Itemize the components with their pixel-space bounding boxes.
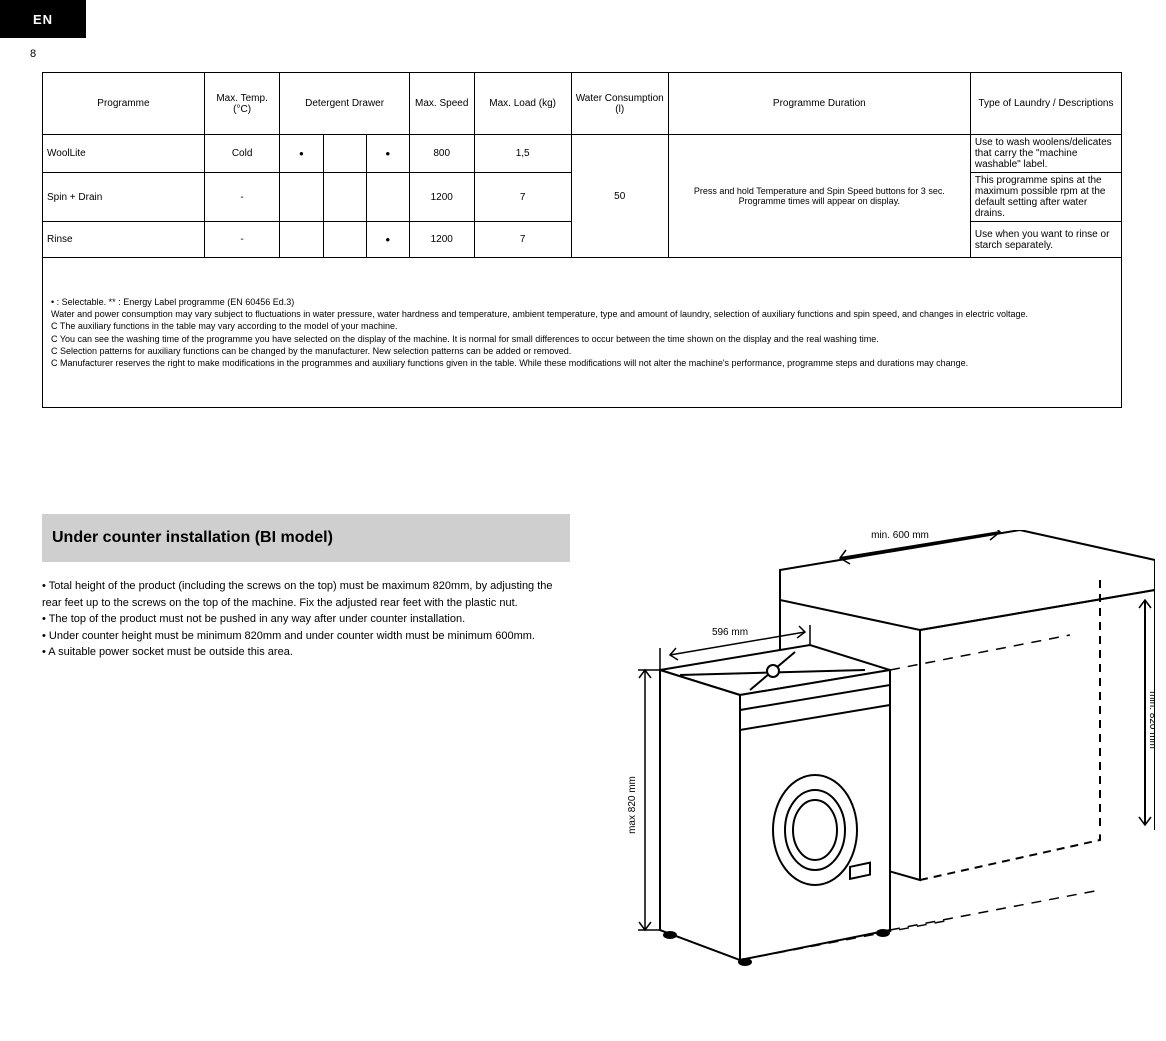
cell-prog-0: WoolLite <box>43 135 205 173</box>
cell-duration-merged: Press and hold Temperature and Spin Spee… <box>668 135 970 258</box>
cell-desc-1: This programme spins at the maximum poss… <box>970 173 1121 222</box>
cell-desc-2: Use when you want to rinse or starch sep… <box>970 222 1121 258</box>
th-duration: Programme Duration <box>668 73 970 135</box>
dim-counter-width: min. 600 mm <box>871 530 929 541</box>
cell-det2-1 <box>366 173 409 222</box>
th-maxspeed: Max. Speed <box>409 73 474 135</box>
th-type: Type of Laundry / Descriptions <box>970 73 1121 135</box>
cell-speed-2: 1200 <box>409 222 474 258</box>
cell-speed-1: 1200 <box>409 173 474 222</box>
cell-load-1: 7 <box>474 173 571 222</box>
th-maxtemp: Max. Temp. (°C) <box>204 73 280 135</box>
th-program: Programme <box>43 73 205 135</box>
cell-temp-1: - <box>204 173 280 222</box>
cell-temp-0: Cold <box>204 135 280 173</box>
th-maxload: Max. Load (kg) <box>474 73 571 135</box>
installation-diagram: min. 600 mm min. 820 mm <box>600 530 1155 970</box>
cell-prog-2: Rinse <box>43 222 205 258</box>
th-detergent: Detergent Drawer <box>280 73 410 135</box>
cell-det2-2: • <box>366 222 409 258</box>
language-tag: EN <box>0 0 86 38</box>
cell-det0-1 <box>280 173 323 222</box>
cell-det1-1 <box>323 173 366 222</box>
table-footnote: • : Selectable. ** : Energy Label progra… <box>43 258 1122 408</box>
dim-machine-height: max 820 mm <box>627 776 638 834</box>
cell-det1-2 <box>323 222 366 258</box>
cell-det0-2 <box>280 222 323 258</box>
section-title: Under counter installation (BI model) <box>52 529 333 547</box>
cell-load-2: 7 <box>474 222 571 258</box>
section-body: • Total height of the product (including… <box>42 578 570 661</box>
cell-det2-0: • <box>366 135 409 173</box>
cell-speed-0: 800 <box>409 135 474 173</box>
cell-load-0: 1,5 <box>474 135 571 173</box>
cell-det0-0: • <box>280 135 323 173</box>
dim-counter-height: min. 820 mm <box>1147 691 1155 749</box>
section-title-bar: Under counter installation (BI model) <box>42 514 570 562</box>
cell-desc-0: Use to wash woolens/delicates that carry… <box>970 135 1121 173</box>
dim-machine-width: 596 mm <box>712 627 748 638</box>
cell-water-0: 50 <box>571 135 668 258</box>
cell-det1-0 <box>323 135 366 173</box>
cell-prog-1: Spin + Drain <box>43 173 205 222</box>
th-water: Water Consumption (l) <box>571 73 668 135</box>
page-number: 8 <box>30 48 36 60</box>
cell-temp-2: - <box>204 222 280 258</box>
program-table: Programme Max. Temp. (°C) Detergent Draw… <box>42 72 1122 408</box>
